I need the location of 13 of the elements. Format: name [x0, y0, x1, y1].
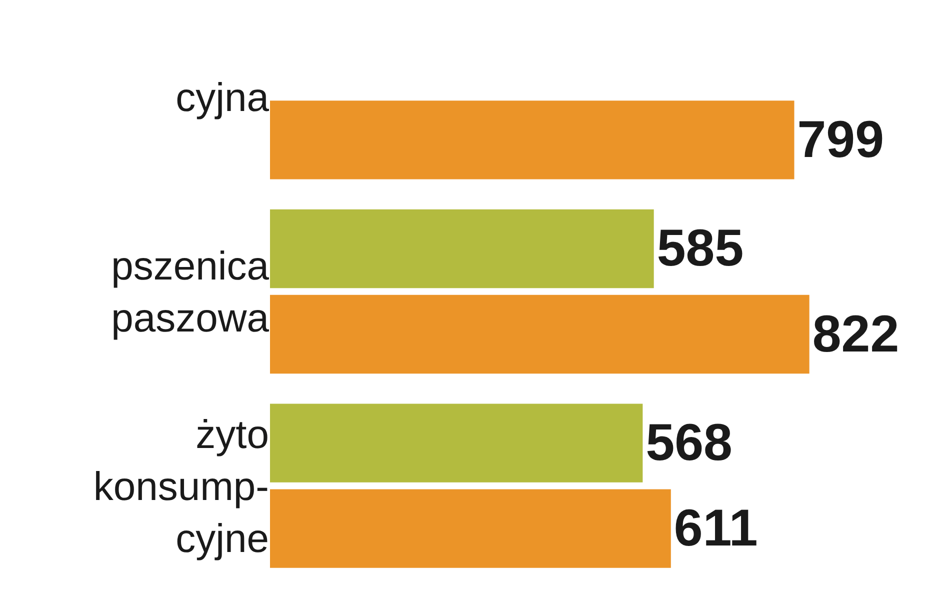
data-label: 799	[797, 110, 884, 169]
data-label: 611	[674, 500, 758, 558]
data-label: 585	[656, 220, 744, 278]
data-label: 568	[646, 414, 732, 472]
bar	[270, 489, 671, 568]
bar	[270, 294, 810, 374]
y-tick-label: żyto konsump- cyjne	[93, 412, 269, 561]
bar	[270, 100, 794, 180]
bar	[270, 209, 654, 288]
y-tick-label: cyjna	[176, 76, 270, 120]
data-label: 822	[812, 305, 900, 364]
bar	[270, 404, 643, 482]
y-tick-label: pszenica paszowa	[111, 244, 270, 340]
